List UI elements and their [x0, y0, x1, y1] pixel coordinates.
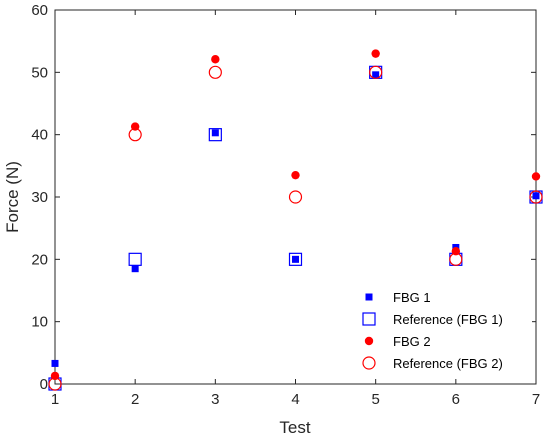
legend-marker: [362, 356, 376, 370]
x-tick-label: 5: [371, 391, 379, 408]
legend-label: Reference (FBG 1): [393, 312, 503, 327]
y-tick-label: 30: [31, 189, 48, 206]
data-point: [371, 49, 380, 58]
data-point: [51, 359, 59, 367]
axis-ticks: 1 2 3 4 5 6 7 0 10 20 30 40 50 60: [31, 2, 540, 408]
data-markers: [48, 49, 543, 391]
y-tick-label: 40: [31, 127, 48, 144]
data-point: [131, 265, 139, 273]
data-point: [532, 192, 540, 200]
data-point: [291, 170, 300, 180]
data-point: [211, 129, 219, 137]
data-point: [372, 71, 380, 79]
y-tick-label: 60: [31, 2, 48, 19]
y-tick-label: 0: [40, 376, 48, 393]
legend-box: [355, 283, 532, 379]
x-tick-label: 7: [532, 391, 540, 408]
legend-label: Reference (FBG 2): [393, 356, 503, 371]
y-axis-label: Force (N): [3, 161, 22, 233]
data-point: [529, 190, 543, 204]
x-axis-label: Test: [279, 418, 310, 437]
series-4: [48, 65, 543, 391]
data-point: [48, 377, 62, 391]
x-tick-label: 4: [291, 391, 299, 408]
data-point: [369, 65, 383, 79]
legend-label: FBG 1: [393, 290, 431, 305]
data-point: [128, 252, 142, 266]
x-tick-label: 3: [211, 391, 219, 408]
data-point: [292, 255, 299, 263]
x-tick-label: 2: [131, 391, 139, 408]
x-tick-label: 6: [452, 391, 460, 408]
data-point: [211, 55, 220, 64]
legend-marker: [362, 312, 376, 326]
legend-label: FBG 2: [393, 334, 431, 349]
y-tick-label: 50: [31, 64, 48, 81]
legend: FBG 1 Reference (FBG 1) FBG 2 Reference (FB…: [355, 283, 532, 379]
legend-marker: [364, 336, 374, 346]
y-tick-label: 20: [31, 251, 48, 268]
data-point: [288, 190, 303, 204]
y-tick-label: 10: [31, 314, 48, 331]
legend-marker: [365, 293, 373, 301]
data-point: [208, 65, 222, 79]
data-point: [531, 172, 541, 181]
data-point: [128, 128, 142, 142]
data-point: [208, 128, 222, 142]
data-point: [449, 252, 463, 266]
x-tick-label: 1: [51, 391, 59, 408]
data-point: [288, 252, 303, 266]
